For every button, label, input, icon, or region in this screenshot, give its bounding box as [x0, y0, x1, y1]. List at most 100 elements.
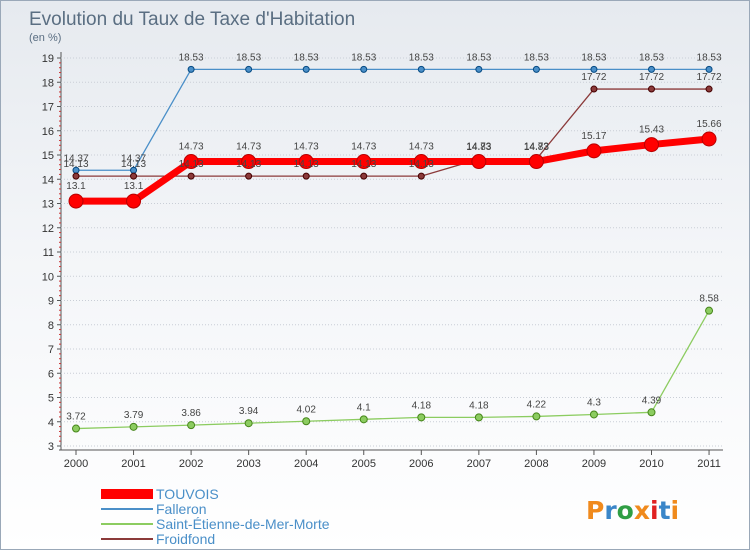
- data-label-touvois: 15.17: [581, 131, 606, 142]
- y-tick-label: 16: [42, 126, 54, 138]
- data-point-falleron: [302, 65, 310, 73]
- legend-label: TOUVOIS: [156, 486, 219, 502]
- data-label-froidfond: 17.72: [581, 72, 606, 83]
- x-tick-label: 2001: [121, 458, 145, 470]
- data-label-touvois: 14.73: [524, 142, 549, 153]
- y-tick-label: 19: [42, 53, 54, 65]
- data-point-falleron: [590, 65, 598, 73]
- x-tick-label: 2003: [236, 458, 260, 470]
- x-tick-label: 2000: [64, 458, 88, 470]
- y-tick-label: 6: [48, 368, 54, 380]
- data-point-froidfond: [417, 172, 425, 180]
- data-label-saint-etienne-de-mer-morte: 3.94: [239, 406, 259, 417]
- data-label-froidfond: 14.13: [63, 159, 88, 170]
- series-line-saint-etienne-de-mer-morte: [75, 310, 710, 430]
- data-point-froidfond: [245, 172, 253, 180]
- data-label-saint-etienne-de-mer-morte: 4.18: [412, 400, 432, 411]
- plot-area: 3 4 5 6 7 8 9 10 11 12 13 14 15 16 17 18 19 2000 2001 2002 2…: [42, 52, 723, 470]
- y-tick-label: 4: [48, 417, 54, 429]
- data-point-touvois: [298, 154, 314, 170]
- y-tick-label: 15: [42, 150, 54, 162]
- data-label-touvois: 14.73: [179, 142, 204, 153]
- data-point-falleron: [245, 65, 253, 73]
- data-point-froidfond: [302, 172, 310, 180]
- data-label-touvois: 15.66: [697, 119, 722, 130]
- data-point-falleron: [187, 65, 195, 73]
- data-label-touvois: 15.43: [639, 125, 664, 136]
- data-label-saint-etienne-de-mer-morte: 4.18: [469, 400, 489, 411]
- series-layer: [68, 65, 717, 433]
- data-point-saint-etienne-de-mer-morte: [474, 413, 483, 422]
- data-label-falleron: 18.53: [466, 52, 491, 63]
- data-label-falleron: 18.53: [639, 52, 664, 63]
- data-label-touvois: 14.73: [466, 142, 491, 153]
- x-tick-label: 2006: [409, 458, 433, 470]
- data-label-saint-etienne-de-mer-morte: 3.86: [181, 408, 201, 419]
- data-label-falleron: 18.53: [409, 52, 434, 63]
- data-labels: 14.37 14.37 18.53 18.53 18.53 18.53 18.53 18.53…: [63, 52, 722, 422]
- data-label-froidfond: 14.13: [121, 159, 146, 170]
- data-point-saint-etienne-de-mer-morte: [129, 422, 138, 431]
- y-tick-label: 10: [42, 271, 54, 283]
- data-label-falleron: 18.53: [524, 52, 549, 63]
- legend-swatch: [101, 523, 153, 525]
- data-label-saint-etienne-de-mer-morte: 4.3: [587, 397, 601, 408]
- data-label-falleron: 18.53: [294, 52, 319, 63]
- x-tick-label: 2007: [467, 458, 491, 470]
- data-point-froidfond: [187, 172, 195, 180]
- legend-swatch: [101, 489, 153, 499]
- y-tick-label: 13: [42, 199, 54, 211]
- data-point-froidfond: [705, 85, 713, 93]
- data-point-froidfond: [72, 172, 80, 180]
- data-point-touvois: [701, 131, 717, 147]
- data-point-saint-etienne-de-mer-morte: [417, 413, 426, 422]
- data-point-falleron: [648, 65, 655, 73]
- x-tick-label: 2009: [582, 458, 606, 470]
- data-label-saint-etienne-de-mer-morte: 4.39: [642, 395, 662, 406]
- series-line-touvois: [76, 135, 710, 205]
- data-point-falleron: [532, 65, 540, 73]
- data-point-froidfond: [360, 172, 368, 180]
- data-label-froidfond: 17.72: [697, 72, 722, 83]
- legend-label: Falleron: [156, 501, 207, 517]
- legend-swatch: [101, 508, 153, 510]
- data-point-touvois: [471, 154, 487, 170]
- data-label-falleron: 18.53: [236, 52, 261, 63]
- data-point-touvois: [126, 193, 142, 209]
- data-label-falleron: 14.37: [63, 153, 88, 164]
- series-line-falleron: [76, 68, 710, 171]
- data-label-saint-etienne-de-mer-morte: 4.1: [357, 402, 371, 413]
- proxiti-logo: Proxiti: [586, 496, 679, 525]
- data-point-falleron: [360, 65, 368, 73]
- data-label-froidfond: 14.13: [294, 159, 319, 170]
- data-point-saint-etienne-de-mer-morte: [302, 417, 311, 426]
- data-point-touvois: [528, 154, 544, 170]
- data-point-saint-etienne-de-mer-morte: [72, 424, 80, 433]
- data-label-falleron: 18.53: [581, 52, 606, 63]
- data-point-touvois: [183, 154, 199, 170]
- data-point-saint-etienne-de-mer-morte: [705, 306, 714, 315]
- data-point-touvois: [586, 143, 602, 159]
- data-point-falleron: [475, 65, 483, 73]
- data-point-touvois: [413, 154, 429, 170]
- y-tick-label: 7: [48, 344, 54, 356]
- data-point-saint-etienne-de-mer-morte: [647, 408, 656, 417]
- x-tick-label: 2010: [639, 458, 663, 470]
- data-point-saint-etienne-de-mer-morte: [589, 410, 598, 419]
- data-label-falleron: 18.53: [697, 52, 722, 63]
- data-label-touvois: 14.73: [351, 142, 376, 153]
- data-label-saint-etienne-de-mer-morte: 8.58: [699, 294, 719, 305]
- data-point-touvois: [241, 154, 257, 170]
- x-tick-label: 2002: [179, 458, 203, 470]
- data-point-froidfond: [590, 85, 598, 93]
- data-label-froidfond: 14.13: [236, 159, 261, 170]
- data-label-touvois: 14.73: [409, 142, 434, 153]
- x-tick-label: 2005: [352, 458, 376, 470]
- legend-swatch: [101, 538, 153, 540]
- y-tick-label: 14: [42, 174, 54, 186]
- data-label-touvois: 13.1: [66, 181, 86, 192]
- data-label-falleron: 18.53: [351, 52, 376, 63]
- data-label-touvois: 14.73: [236, 142, 261, 153]
